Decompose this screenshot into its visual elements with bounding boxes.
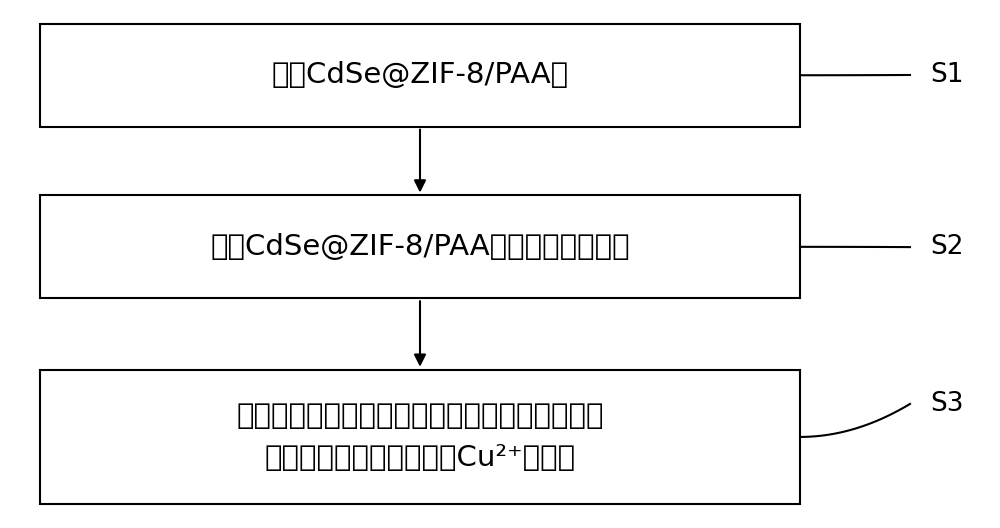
Text: S2: S2 — [930, 234, 964, 260]
Text: 制备CdSe@ZIF-8/PAA膜: 制备CdSe@ZIF-8/PAA膜 — [271, 61, 569, 89]
Text: 电化学工作站施加电位，通过倒置荧光显微镜进
行荧光光谱扫描，实现对Cu²⁺的检测: 电化学工作站施加电位，通过倒置荧光显微镜进 行荧光光谱扫描，实现对Cu²⁺的检测 — [236, 402, 604, 472]
Bar — [40, 24, 800, 127]
Bar — [40, 195, 800, 298]
Text: S3: S3 — [930, 391, 964, 417]
Bar — [40, 370, 800, 504]
Text: S1: S1 — [930, 62, 964, 88]
Text: 利用CdSe@ZIF-8/PAA膜制成十字型芯片: 利用CdSe@ZIF-8/PAA膜制成十字型芯片 — [210, 233, 630, 261]
